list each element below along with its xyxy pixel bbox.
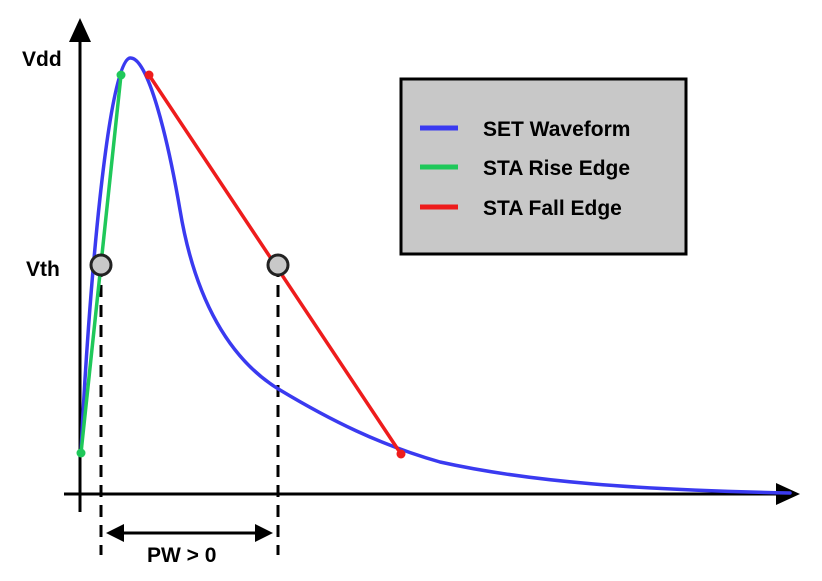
legend-label-rise-edge: STA Rise Edge [483,157,630,180]
vdd-label: Vdd [22,48,62,71]
legend-label-set-waveform: SET Waveform [483,118,630,141]
y-axis-arrowhead [69,18,91,42]
rise-threshold-marker [89,253,113,277]
fall-threshold-marker [266,253,290,277]
pulse-width-label: PW > 0 [147,544,216,567]
pulse-width-arrow-left-head [106,524,124,542]
rise-edge-end-dot [116,70,126,80]
rise-edge-start-dot [76,448,86,458]
pulse-width-arrow-right-head [255,524,273,542]
fall-edge-start-dot [144,70,154,80]
fall-edge-end-dot [396,449,406,459]
set-waveform-curve [79,56,792,495]
legend-label-fall-edge: STA Fall Edge [483,197,622,220]
legend: SET Waveform STA Rise Edge STA Fall Edge [399,77,688,256]
vth-label: Vth [26,258,60,281]
